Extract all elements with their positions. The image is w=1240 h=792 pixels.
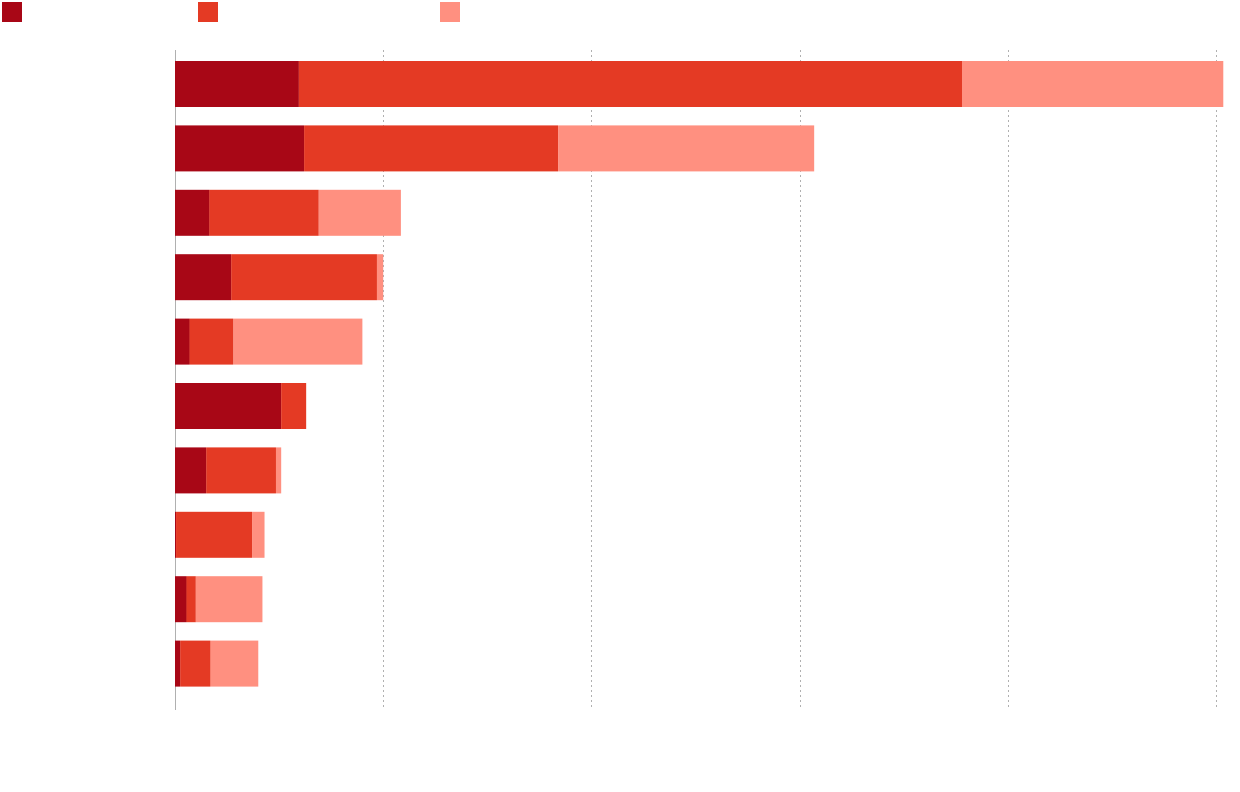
bar-segment-row-8-series-2 <box>176 511 253 558</box>
legend-item-series-2 <box>198 2 226 22</box>
bar-segment-row-3-series-2 <box>209 189 319 236</box>
bar-segment-row-8-series-1 <box>175 511 177 558</box>
bar-segment-row-9-series-1 <box>175 576 187 623</box>
bar-segment-row-5-series-1 <box>175 318 190 365</box>
bar-segment-row-4-series-1 <box>175 254 232 301</box>
bar-segment-row-2-series-1 <box>175 125 305 172</box>
bar-segment-row-6-series-2 <box>281 383 307 429</box>
bar-segment-row-10-series-2 <box>180 640 211 687</box>
bar-segment-row-3-series-3 <box>318 189 401 236</box>
bar-segment-row-3-series-1 <box>175 189 210 236</box>
bar-segment-row-9-series-2 <box>186 576 196 623</box>
bar-segment-row-7-series-1 <box>175 447 207 494</box>
legend-item-series-1 <box>2 2 30 22</box>
bar-segment-row-9-series-3 <box>195 576 263 623</box>
bar-segment-row-2-series-2 <box>304 125 559 172</box>
bar-segment-row-6-series-1 <box>175 383 282 429</box>
legend-swatch-series-1 <box>2 2 22 22</box>
bar-segment-row-7-series-3 <box>275 447 282 494</box>
bars-layer <box>175 61 1224 687</box>
bar-segment-row-5-series-2 <box>189 318 234 365</box>
bar-segment-row-10-series-1 <box>175 640 181 687</box>
bar-segment-row-2-series-3 <box>558 125 815 172</box>
legend-swatch-series-2 <box>198 2 218 22</box>
bar-segment-row-4-series-3 <box>376 254 384 301</box>
bar-segment-row-8-series-3 <box>252 511 265 558</box>
bar-segment-row-5-series-3 <box>233 318 363 365</box>
bar-segment-row-1-series-2 <box>298 61 962 107</box>
chart-legend <box>0 0 1240 24</box>
legend-swatch-series-3 <box>440 2 460 22</box>
bar-segment-row-1-series-3 <box>961 61 1224 107</box>
bar-segment-row-10-series-3 <box>210 640 259 687</box>
bar-segment-row-7-series-2 <box>206 447 276 494</box>
bar-segment-row-1-series-1 <box>175 61 299 107</box>
bar-segment-row-4-series-2 <box>231 254 377 301</box>
legend-item-series-3 <box>440 2 468 22</box>
